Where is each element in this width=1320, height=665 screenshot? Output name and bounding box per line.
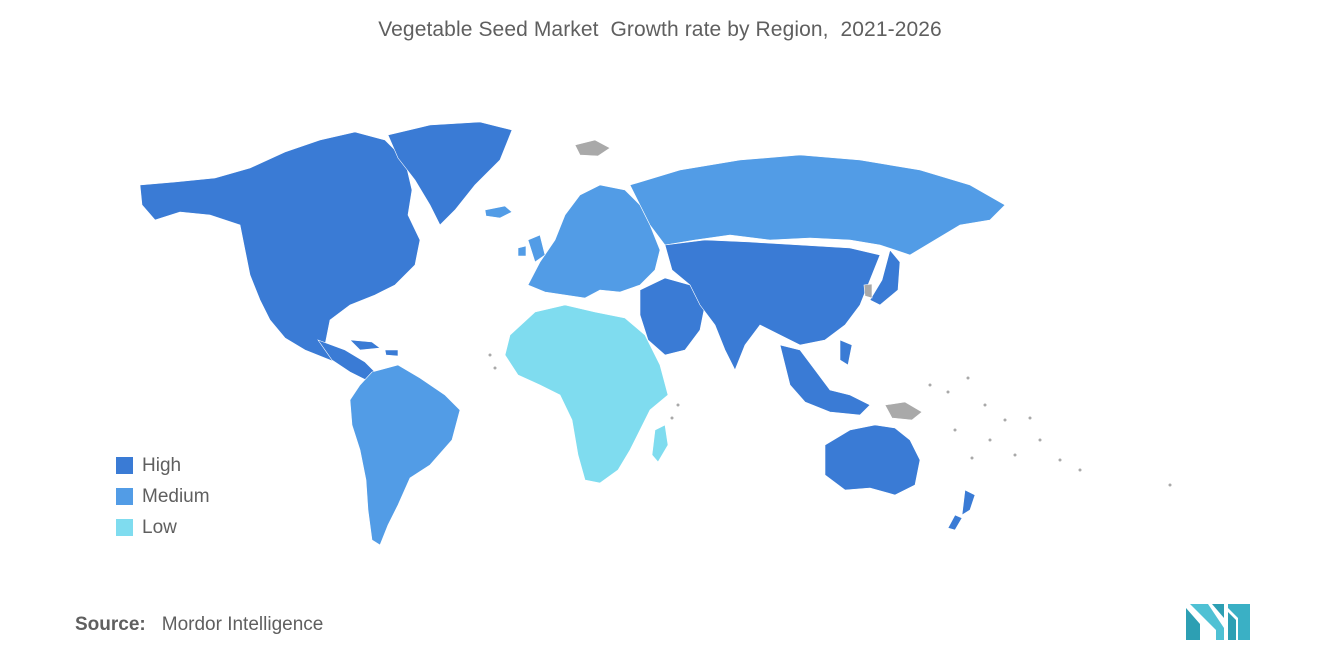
region-south-america bbox=[349, 364, 461, 546]
region-iceland bbox=[484, 205, 513, 219]
source-note: Source: Mordor Intelligence bbox=[75, 614, 323, 636]
legend-item-high: High bbox=[116, 450, 210, 481]
legend-label-medium: Medium bbox=[142, 485, 210, 507]
region-australia bbox=[824, 424, 921, 496]
legend-swatch-low bbox=[116, 519, 133, 536]
source-label: Source: bbox=[75, 614, 146, 635]
legend-swatch-high bbox=[116, 457, 133, 474]
region-japan bbox=[869, 249, 901, 306]
region-asia bbox=[664, 239, 881, 371]
region-europe bbox=[527, 184, 661, 299]
region-uk bbox=[517, 234, 546, 263]
pacific-islands bbox=[488, 353, 1172, 487]
mordor-intelligence-logo-icon bbox=[1186, 604, 1250, 640]
region-papua bbox=[884, 401, 923, 421]
region-caribbean bbox=[349, 339, 399, 357]
region-southeast-asia bbox=[779, 339, 871, 416]
region-madagascar bbox=[651, 424, 669, 463]
source-value: Mordor Intelligence bbox=[161, 614, 324, 635]
region-greenland bbox=[387, 121, 513, 226]
region-korea bbox=[863, 283, 873, 299]
region-middle-east bbox=[639, 277, 706, 356]
legend-label-low: Low bbox=[142, 516, 177, 538]
legend-swatch-medium bbox=[116, 488, 133, 505]
chart-title: Vegetable Seed Market Growth rate by Reg… bbox=[378, 18, 942, 41]
legend-label-high: High bbox=[142, 454, 182, 476]
legend-item-medium: Medium bbox=[116, 481, 210, 512]
legend-item-low: Low bbox=[116, 512, 210, 543]
legend: High Medium Low bbox=[116, 450, 210, 543]
region-russia bbox=[629, 154, 1006, 256]
region-svalbard bbox=[574, 139, 611, 157]
region-new-zealand bbox=[947, 489, 976, 531]
region-africa bbox=[504, 304, 669, 484]
region-north-america bbox=[139, 131, 421, 369]
